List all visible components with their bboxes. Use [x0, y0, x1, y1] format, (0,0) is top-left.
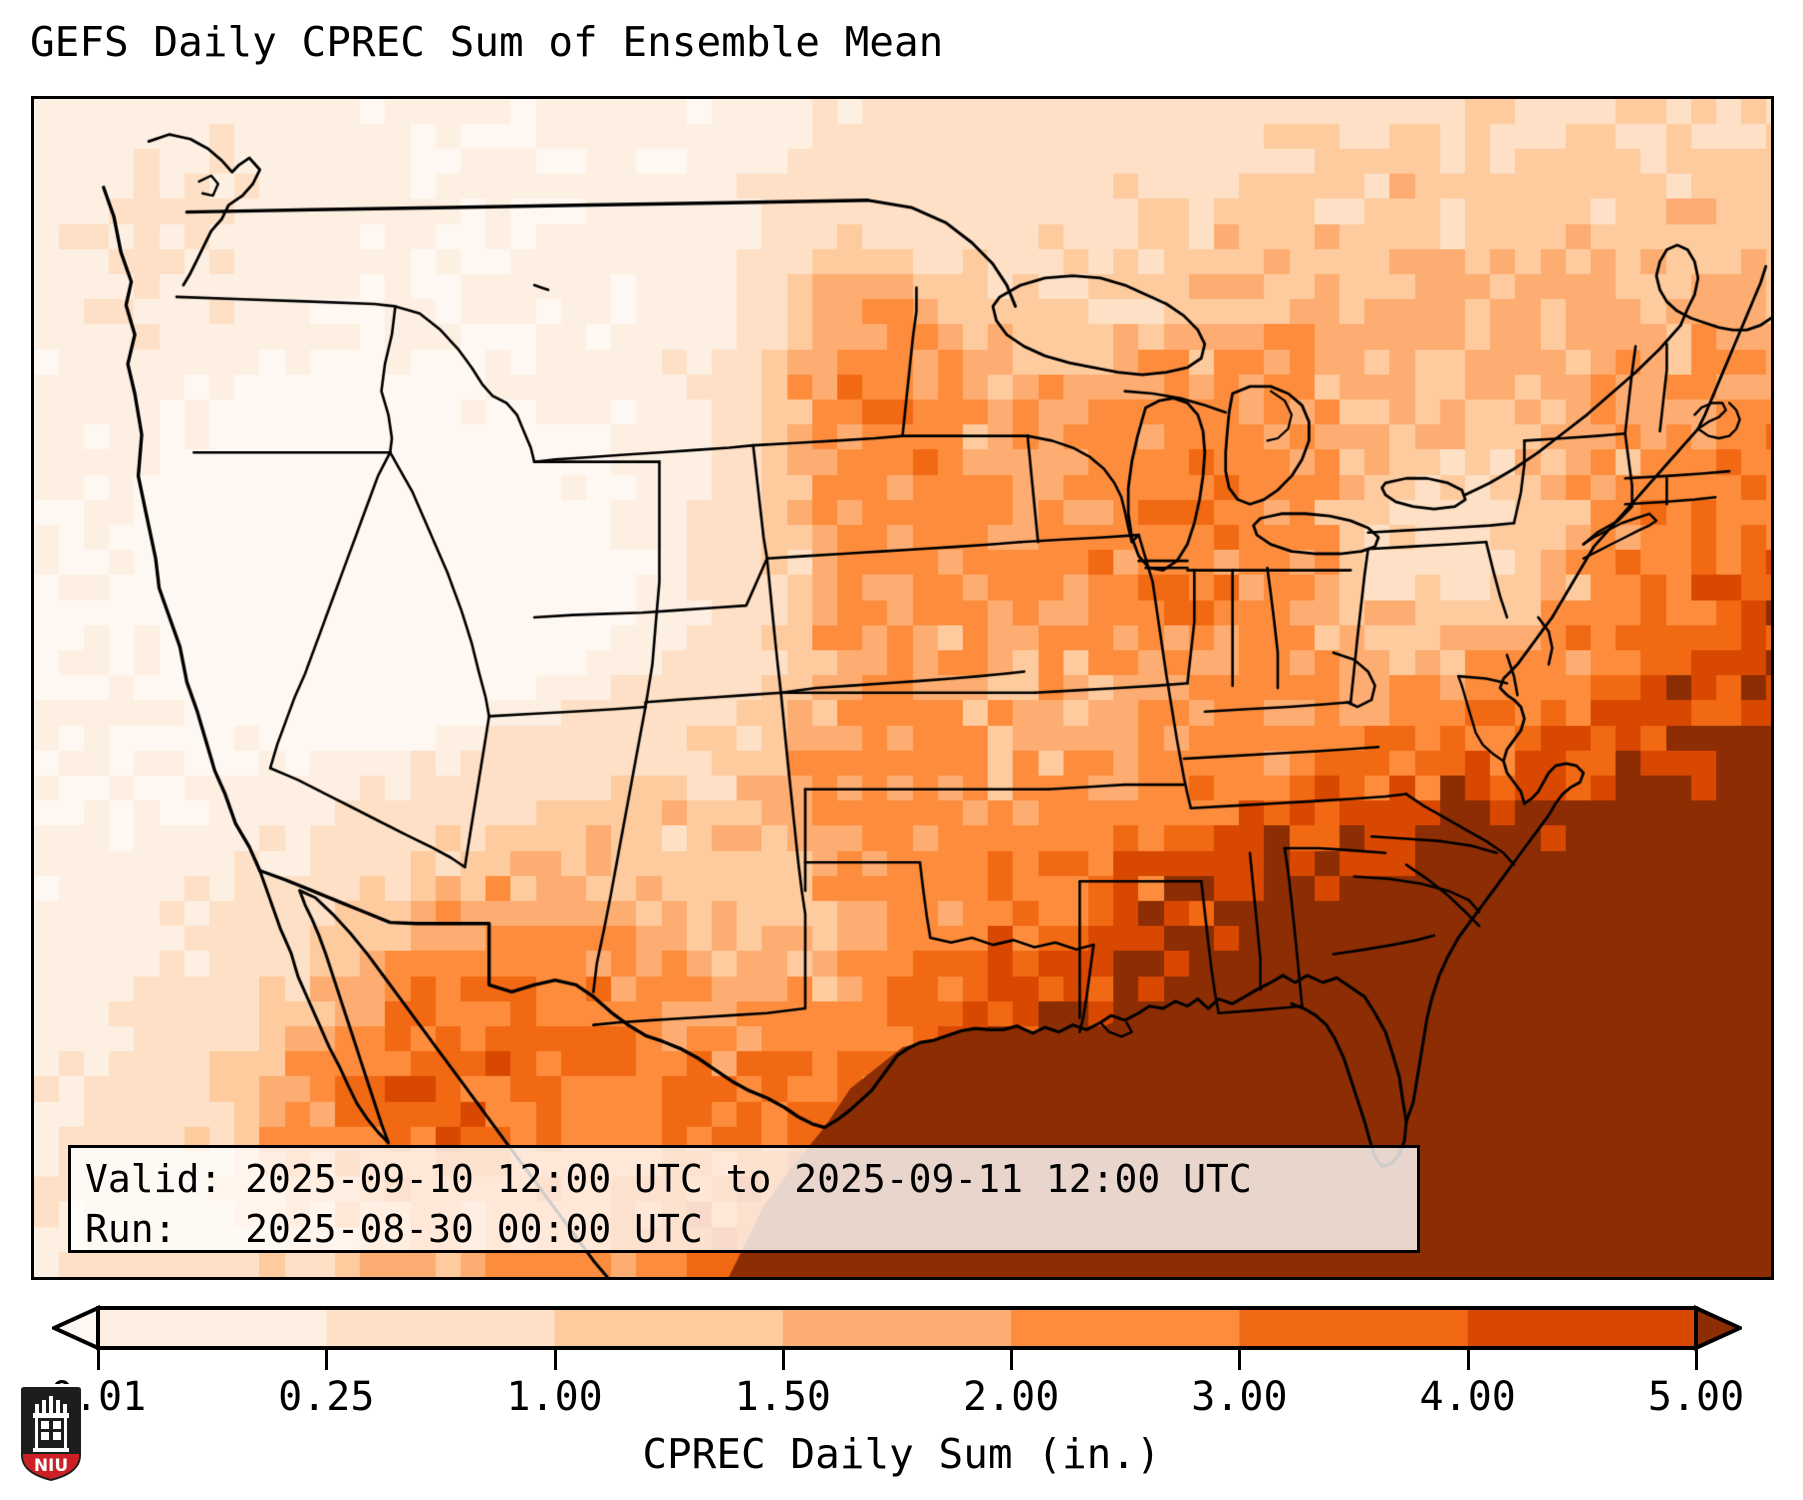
colorbar-tick-label: 1.50: [734, 1374, 832, 1420]
colorbar-tick-label: 1.00: [506, 1374, 603, 1420]
colorbar: [52, 1305, 1742, 1351]
colorbar-tick: [1010, 1348, 1014, 1370]
run-time-line: Run: 2025-08-30 00:00 UTC: [85, 1207, 703, 1251]
colorbar-tick: [1466, 1348, 1470, 1370]
colorbar-tick: [1695, 1348, 1698, 1370]
colorbar-tick: [97, 1348, 100, 1370]
colorbar-tick: [325, 1348, 329, 1370]
logo-text: NIU: [34, 1456, 68, 1476]
valid-run-info-box: Valid: 2025-09-10 12:00 UTC to 2025-09-1…: [68, 1145, 1420, 1253]
precipitation-heatmap: [34, 99, 1771, 1277]
valid-time-line: Valid: 2025-09-10 12:00 UTC to 2025-09-1…: [85, 1157, 1252, 1201]
colorbar-tick: [1238, 1348, 1242, 1370]
logo-window-grid: [41, 1421, 61, 1440]
colorbar-tick: [781, 1348, 785, 1370]
colorbar-tick-label: 5.00: [1647, 1374, 1745, 1420]
colorbar-tick-label: 2.00: [962, 1374, 1060, 1420]
colorbar-tick-label: 4.00: [1419, 1374, 1516, 1420]
map-plot-frame: [31, 96, 1774, 1280]
colorbar-svg: [52, 1305, 1742, 1351]
page-title: GEFS Daily CPREC Sum of Ensemble Mean: [30, 18, 944, 66]
colorbar-tick: [553, 1348, 557, 1370]
colorbar-axis-label: CPREC Daily Sum (in.): [642, 1430, 1161, 1478]
colorbar-tick-label: 3.00: [1191, 1374, 1288, 1420]
logo-shield-banner: [23, 1454, 79, 1479]
colorbar-tick-label: 0.25: [278, 1374, 375, 1420]
niu-logo: NIU: [18, 1384, 84, 1484]
logo-castle-icon: [33, 1396, 69, 1452]
